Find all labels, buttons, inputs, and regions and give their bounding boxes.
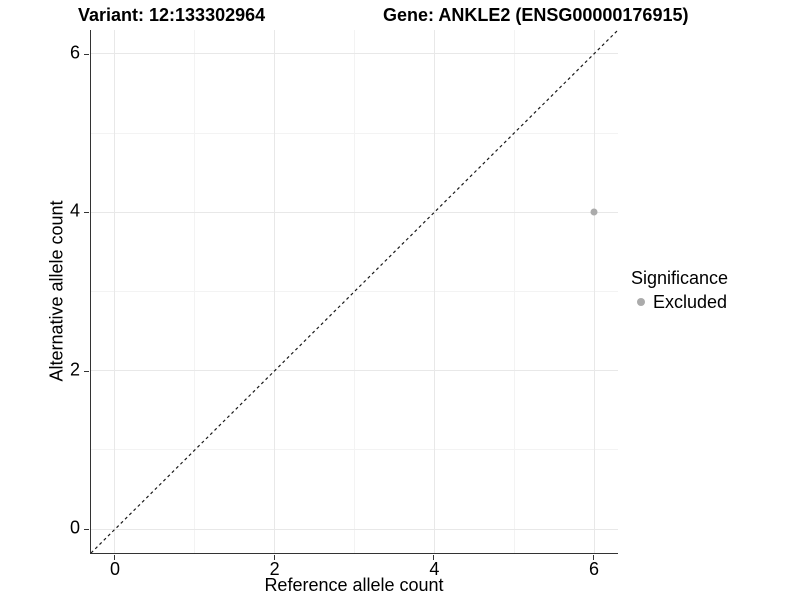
legend-item: Excluded xyxy=(631,292,728,312)
gridline-major-vertical xyxy=(593,30,595,553)
x-tick-label: 0 xyxy=(109,559,120,579)
plot-panel xyxy=(90,29,619,554)
gridline-major-vertical xyxy=(274,30,276,553)
y-tick-label: 6 xyxy=(69,42,80,63)
data-point xyxy=(590,208,598,216)
gridline-major-horizontal xyxy=(91,528,618,530)
gridline-minor-horizontal xyxy=(91,291,618,292)
x-tick-label: 2 xyxy=(269,559,280,579)
identity-line xyxy=(90,29,619,554)
x-tick-label: 4 xyxy=(429,559,440,579)
y-tick-label: 2 xyxy=(69,359,80,380)
x-tick-mark xyxy=(113,554,115,560)
variant-title: Variant: 12:133302964 xyxy=(78,5,266,25)
gridline-major-horizontal xyxy=(91,370,618,372)
legend-marker-dot xyxy=(637,298,645,306)
y-axis-title: Alternative allele count xyxy=(46,200,67,382)
y-tick-label: 0 xyxy=(69,517,80,538)
gridline-major-vertical xyxy=(114,30,116,553)
x-tick-mark xyxy=(273,554,275,560)
legend: Significance Excluded xyxy=(631,268,728,312)
y-tick-mark xyxy=(83,212,89,214)
gridline-major-horizontal xyxy=(91,211,618,213)
legend-item-label: Excluded xyxy=(653,291,728,312)
y-tick-mark xyxy=(83,370,89,372)
x-tick-label: 6 xyxy=(589,559,600,579)
y-tick-label: 4 xyxy=(69,200,80,221)
gridline-minor-horizontal xyxy=(91,449,618,451)
y-tick-mark xyxy=(83,529,89,531)
legend-title: Significance xyxy=(631,268,729,288)
y-tick-mark xyxy=(83,53,89,55)
x-axis-title: Reference allele count xyxy=(264,575,444,595)
gridline-major-vertical xyxy=(433,30,435,553)
gridline-major-horizontal xyxy=(91,53,618,55)
x-tick-mark xyxy=(593,554,595,560)
gene-title: Gene: ANKLE2 (ENSG00000176915) xyxy=(383,5,689,25)
legend-items: Excluded xyxy=(631,292,728,312)
x-tick-mark xyxy=(433,554,435,560)
gridline-minor-horizontal xyxy=(91,132,618,134)
